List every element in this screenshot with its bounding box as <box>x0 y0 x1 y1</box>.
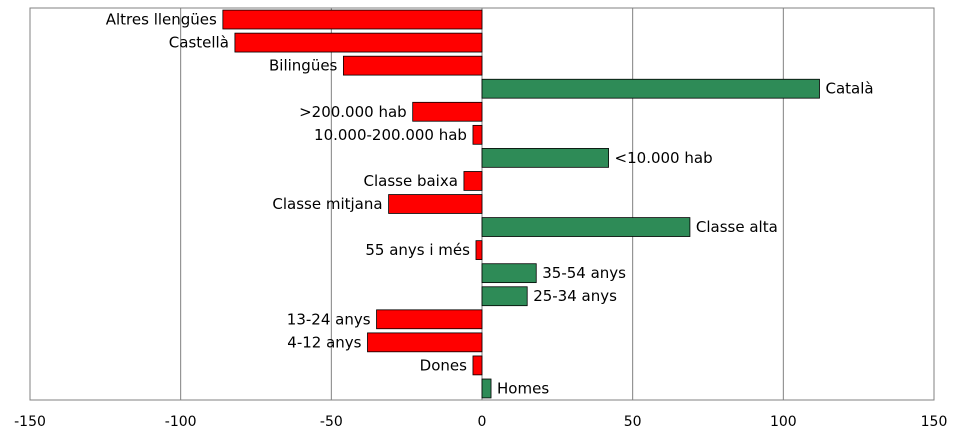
bar <box>463 171 483 191</box>
x-tick-label: -50 <box>320 414 343 430</box>
x-axis-ticks: -150 -100 -50 0 50 100 150 <box>14 414 947 430</box>
x-tick-label: -100 <box>165 414 197 430</box>
bar <box>481 148 609 168</box>
bar <box>472 355 483 376</box>
bar <box>367 332 483 353</box>
bar <box>481 217 691 237</box>
bar <box>472 124 483 145</box>
bar-label: <10.000 hab <box>615 149 713 167</box>
bar <box>342 55 483 76</box>
bar-label: 13-24 anys <box>287 310 371 328</box>
bar-label: >200.000 hab <box>299 103 407 121</box>
bar-label: Classe mitjana <box>272 195 382 213</box>
bar <box>234 32 483 53</box>
x-tick-label: 100 <box>770 414 797 430</box>
x-tick-label: 150 <box>921 414 948 430</box>
bar <box>388 194 483 214</box>
bar <box>376 309 483 330</box>
grid-layer <box>29 7 935 401</box>
x-tick-label: -150 <box>14 414 46 430</box>
bar <box>222 9 483 30</box>
bars-layer <box>222 9 820 399</box>
bar-label: Classe baixa <box>363 172 457 190</box>
bar-label: Bilingües <box>269 57 338 75</box>
bar <box>475 240 483 260</box>
bar-label: Català <box>825 80 873 98</box>
x-tick-label: 50 <box>624 414 642 430</box>
bar <box>481 378 492 399</box>
bar-label: Altres llengües <box>106 11 217 29</box>
bar <box>481 78 820 99</box>
bar-label: 4-12 anys <box>287 333 361 351</box>
bar <box>481 286 528 307</box>
bar-label: 25-34 anys <box>533 287 617 305</box>
bar-label: Classe alta <box>696 218 778 236</box>
bar-label: 35-54 anys <box>542 264 626 282</box>
bar-label: 10.000-200.000 hab <box>314 126 467 144</box>
bar-labels-layer: Altres llengües Castellà Bilingües Català >2… <box>106 11 874 398</box>
bar-label: Homes <box>497 379 549 397</box>
bar-label: Castellà <box>169 34 229 52</box>
bar-label: 55 anys i més <box>365 241 470 259</box>
x-tick-label: 0 <box>478 414 487 430</box>
bar-label: Dones <box>420 356 467 374</box>
bar <box>481 263 537 284</box>
bar <box>412 101 483 122</box>
